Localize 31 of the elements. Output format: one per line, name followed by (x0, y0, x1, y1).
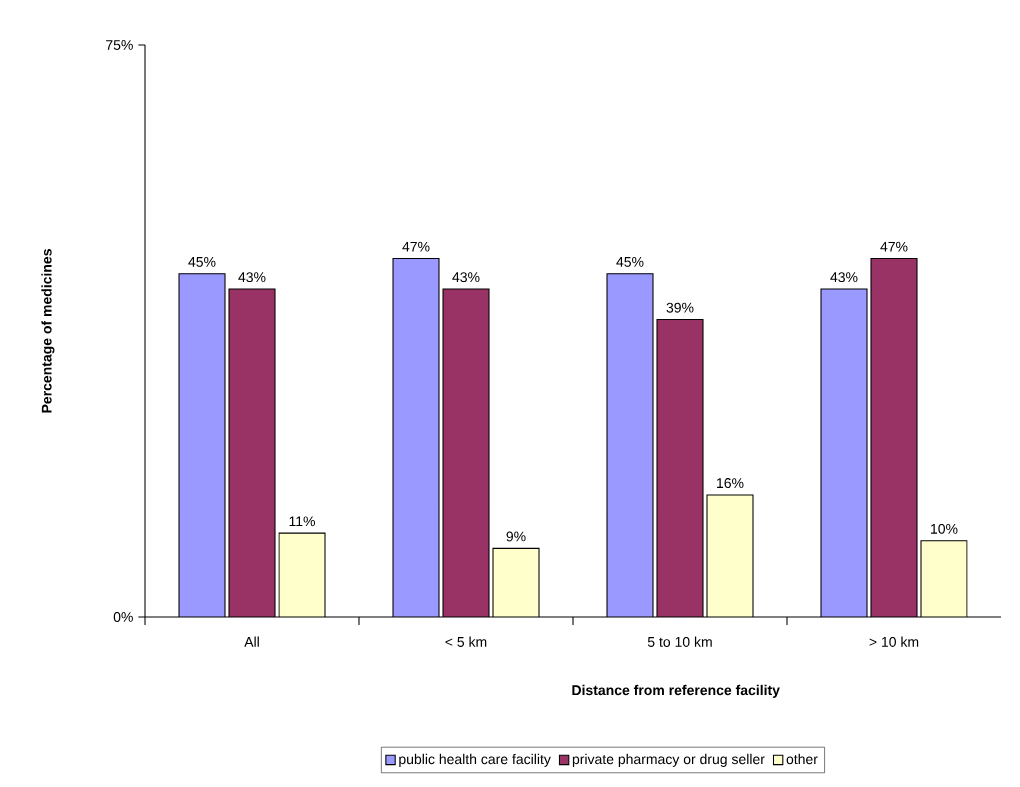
bar (393, 258, 440, 617)
bar (607, 273, 654, 617)
data-label: 43% (452, 272, 480, 283)
y-axis-title: Percentage of medicines (41, 249, 55, 413)
legend-label: private pharmacy or drug seller (572, 753, 765, 767)
bar (229, 289, 276, 617)
x-tick-label: < 5 km (445, 636, 487, 647)
data-label: 16% (717, 478, 744, 489)
bar (820, 288, 868, 617)
x-axis-title: Distance from reference facility (572, 684, 780, 698)
data-label: 9% (506, 531, 526, 542)
legend-label: other (786, 753, 818, 765)
data-label: 47% (880, 241, 908, 252)
data-label: 47% (402, 241, 430, 252)
data-label: 43% (238, 272, 266, 283)
data-label: 45% (188, 257, 216, 267)
x-tick-label: > 10 km (869, 636, 919, 647)
data-label: 43% (830, 272, 858, 283)
x-tick-label: 5 to 10 km (647, 636, 712, 647)
bar (179, 273, 226, 617)
legend-label: public health care facility (399, 753, 551, 767)
bar (657, 319, 704, 617)
x-tick-label: All (244, 636, 259, 647)
bar (870, 258, 918, 617)
y-tick-label: 75% (106, 40, 133, 50)
bar (443, 289, 490, 617)
data-label: 39% (666, 302, 694, 313)
y-tick-label: 0% (113, 612, 133, 622)
data-label: 11% (289, 516, 315, 527)
data-label: 45% (616, 257, 644, 267)
data-label: 10% (931, 523, 958, 534)
